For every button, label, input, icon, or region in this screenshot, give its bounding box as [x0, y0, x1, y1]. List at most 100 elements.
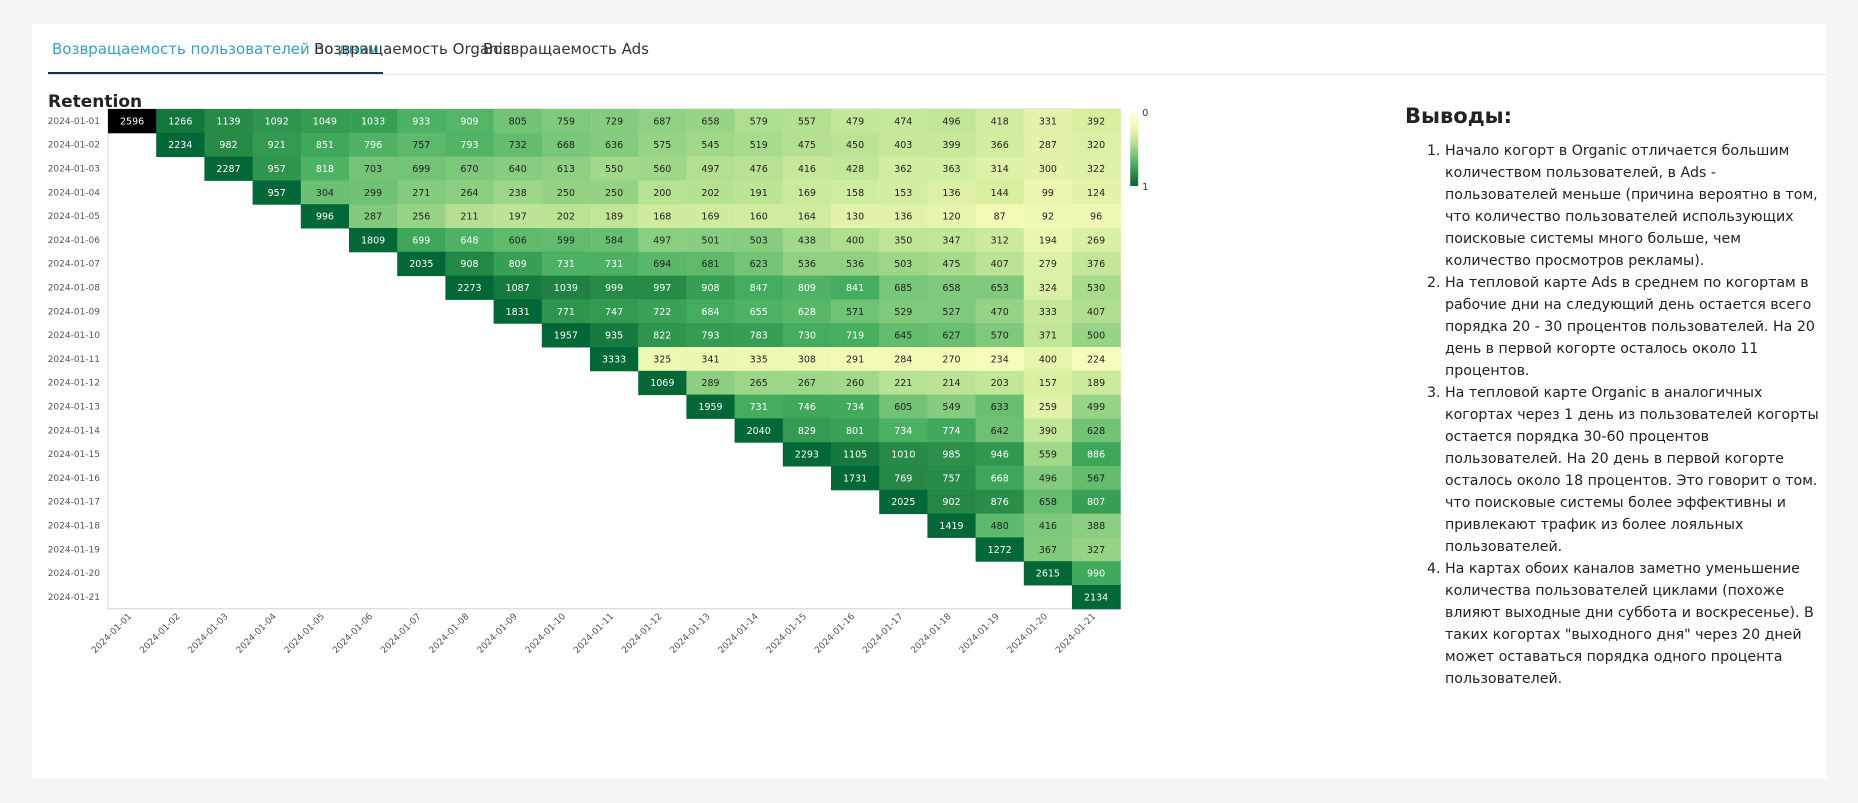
heatmap-cell [493, 251, 543, 277]
cell-value-label: 322 [1087, 164, 1105, 175]
heatmap-cell [975, 418, 1025, 443]
heatmap-cell [1072, 442, 1121, 467]
heatmap-cell [638, 251, 687, 277]
heatmap-cell [590, 299, 639, 324]
heatmap-cell [975, 109, 1025, 134]
heatmap-cell [975, 370, 1025, 396]
cell-value-label: 503 [750, 235, 768, 246]
cell-value-label: 921 [268, 140, 286, 151]
heatmap-cell [927, 204, 977, 229]
tab-retention-by-day[interactable]: Возвращаемость пользователей по дням [48, 24, 383, 74]
cell-value-label: 793 [701, 331, 719, 342]
cell-value-label: 1039 [554, 283, 578, 294]
heatmap-cell [638, 132, 687, 158]
cell-value-label: 841 [846, 283, 864, 294]
cell-value-label: 757 [412, 140, 430, 151]
cell-value-label: 687 [653, 116, 671, 127]
heatmap-cell [638, 370, 687, 396]
tab-retention-ads[interactable]: Возвращаемость Ads [483, 40, 649, 58]
cell-value-label: 407 [1087, 307, 1105, 318]
cell-value-label: 496 [942, 116, 960, 127]
y-tick-label: 2024-01-14 [48, 426, 101, 436]
heatmap-cell [397, 156, 446, 181]
cell-value-label: 699 [412, 235, 430, 246]
x-tick-label: 2024-01-05 [283, 612, 327, 656]
cell-value-label: 545 [701, 140, 719, 151]
cell-value-label: 809 [509, 259, 527, 270]
cell-value-label: 438 [798, 235, 816, 246]
heatmap-cell [927, 132, 977, 158]
cell-value-label: 605 [894, 402, 912, 413]
heatmap-cell [638, 299, 687, 324]
y-tick-label: 2024-01-03 [48, 165, 100, 175]
cell-value-label: 416 [798, 164, 816, 175]
cell-value-label: 886 [1087, 450, 1105, 461]
heatmap-cell [300, 180, 350, 205]
cell-value-label: 746 [798, 402, 816, 413]
heatmap-cell [493, 299, 543, 324]
cell-value-label: 1139 [216, 116, 240, 127]
y-tick-label: 2024-01-17 [48, 498, 100, 508]
cell-value-label: 623 [750, 259, 768, 270]
heatmap-cell [541, 204, 591, 229]
heatmap-cell [879, 299, 928, 324]
heatmap-cell [1072, 228, 1121, 253]
heatmap-cell [782, 109, 832, 134]
cell-value-label: 87 [994, 212, 1006, 223]
heatmap-cell [1072, 132, 1121, 158]
heatmap-cell [831, 204, 880, 229]
heatmap-cell [831, 228, 880, 253]
cell-value-label: 304 [316, 188, 334, 199]
heatmap-cell [1072, 537, 1121, 562]
cell-value-label: 96 [1090, 212, 1102, 223]
cell-value-label: 1087 [506, 283, 530, 294]
heatmap-cell [590, 323, 639, 348]
heatmap-cell [541, 251, 591, 277]
x-tick-label: 2024-01-21 [1054, 612, 1098, 656]
cell-value-label: 136 [942, 188, 960, 199]
heatmap-cell [1023, 489, 1073, 515]
cell-value-label: 822 [653, 331, 671, 342]
heatmap-cell [445, 156, 495, 181]
cell-value-label: 719 [846, 331, 864, 342]
heatmap-cell [638, 180, 687, 205]
cell-value-label: 908 [701, 283, 719, 294]
heatmap-cell [831, 299, 880, 324]
cell-value-label: 2035 [409, 259, 433, 270]
cell-value-label: 529 [894, 307, 912, 318]
heatmap-cell [349, 180, 398, 205]
heatmap-cell [349, 109, 398, 134]
heatmap-cell [590, 347, 639, 372]
heatmap-cell [397, 132, 446, 158]
y-tick-label: 2024-01-09 [48, 307, 101, 317]
heatmap-cell [927, 180, 977, 205]
heatmap-cell [1023, 370, 1073, 396]
heatmap-cell [1072, 251, 1121, 277]
cell-value-label: 400 [1039, 354, 1057, 365]
cell-value-label: 636 [605, 140, 623, 151]
cell-value-label: 807 [1087, 497, 1105, 508]
heatmap-cell [300, 109, 350, 134]
y-tick-label: 2024-01-06 [48, 236, 101, 246]
cell-value-label: 559 [1039, 450, 1057, 461]
cell-value-label: 658 [942, 283, 960, 294]
tab-retention-organic[interactable]: Возвращаемость Organic [314, 40, 511, 58]
cell-value-label: 157 [1039, 378, 1057, 389]
cell-value-label: 92 [1042, 212, 1054, 223]
y-tick-label: 2024-01-19 [48, 545, 101, 555]
y-tick-label: 2024-01-13 [48, 403, 100, 413]
heatmap-cell [300, 204, 350, 229]
heatmap-cell [1023, 394, 1073, 419]
x-tick-label: 2024-01-03 [187, 612, 231, 656]
cell-value-label: 189 [605, 212, 623, 223]
heatmap-cell [927, 442, 977, 467]
heatmap-cell [975, 489, 1025, 515]
x-tick-label: 2024-01-11 [572, 612, 616, 656]
heatmap-cell [1072, 489, 1121, 515]
cell-value-label: 557 [798, 116, 816, 127]
x-tick-label: 2024-01-08 [428, 612, 472, 656]
heatmap-cell [349, 132, 398, 158]
cell-value-label: 335 [750, 354, 768, 365]
cell-value-label: 499 [1087, 402, 1105, 413]
heatmap-cell [590, 204, 639, 229]
